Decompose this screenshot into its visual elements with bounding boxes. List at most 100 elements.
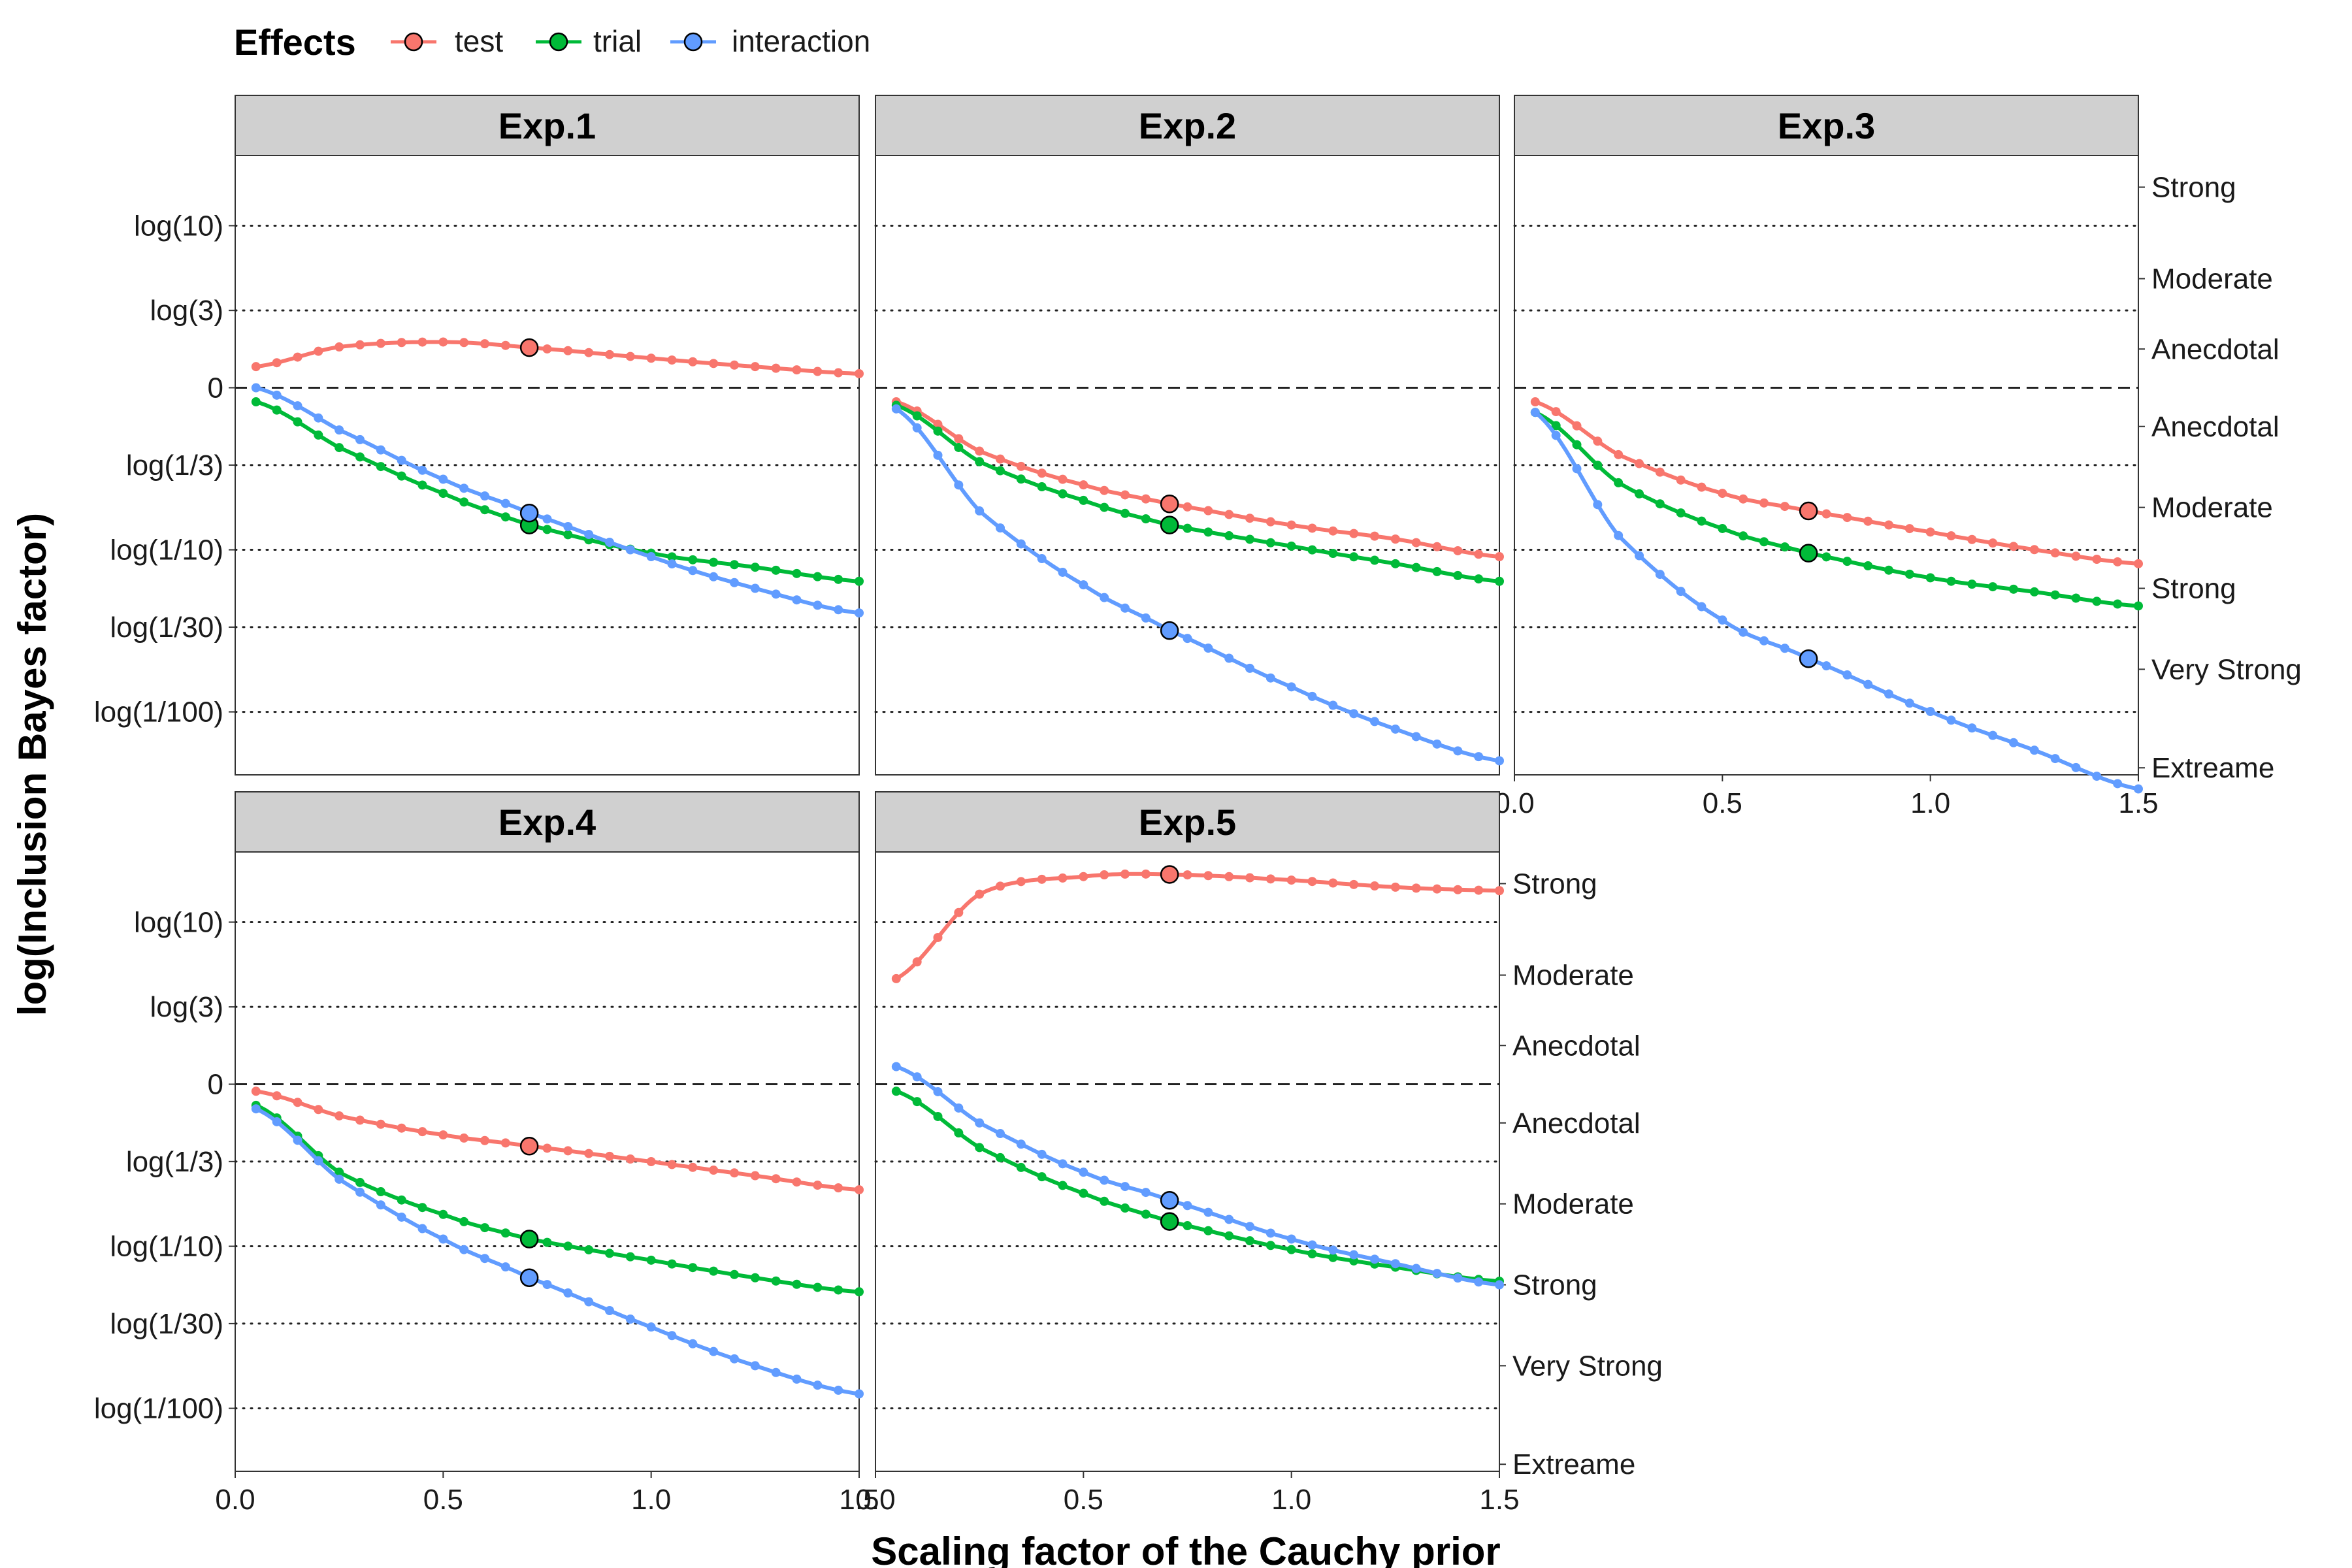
y-axis-title: log(Inclusion Bayes factor) [10, 513, 54, 1016]
series-point-test [750, 1171, 760, 1181]
series-point-test [855, 368, 864, 378]
series-point-test [500, 1138, 510, 1148]
series-point-trial [1120, 1203, 1130, 1213]
series-point-interaction [1411, 1264, 1421, 1273]
series-point-test [1079, 480, 1088, 490]
series-point-interaction [709, 572, 719, 581]
series-point-interaction [2071, 762, 2081, 772]
series-point-interaction [1349, 1250, 1359, 1260]
series-point-test [1780, 502, 1789, 512]
series-interaction [891, 1062, 1504, 1290]
y-tick-label: log(1/100) [94, 1393, 223, 1425]
series-point-trial [563, 530, 573, 540]
y-tick-label: log(1/10) [110, 534, 223, 566]
series-point-interaction [563, 521, 573, 531]
series-point-interaction [1676, 587, 1686, 596]
panel-exp-1: Exp.1 log(10) log(3) 0 log(1/3) log(1/10) log(… [94, 95, 864, 776]
series-point-trial [1016, 1162, 1026, 1172]
evidence-label: Moderate [2151, 492, 2273, 524]
series-point-test [813, 1181, 823, 1190]
series-point-trial [688, 555, 698, 564]
series-point-trial [1925, 573, 1935, 583]
highlight-point-test [519, 338, 539, 357]
x-tick-label: 1.0 [1910, 787, 1950, 819]
series-point-trial [730, 560, 739, 570]
series-point-interaction [584, 1297, 594, 1307]
series-point-test [1432, 542, 1442, 551]
series-point-interaction [1495, 1280, 1504, 1290]
series-point-interaction [1307, 691, 1317, 701]
series-point-interaction [1551, 431, 1561, 440]
facet-strip [235, 95, 860, 156]
series-point-trial [1079, 495, 1088, 505]
evidence-label: Strong [2151, 171, 2236, 203]
series-point-trial [480, 505, 489, 515]
series-test [251, 337, 864, 378]
y-tick-label: log(1/10) [110, 1231, 223, 1263]
series-point-interaction [1474, 1277, 1484, 1287]
series-point-test [1821, 509, 1831, 519]
series-trial [251, 1100, 864, 1297]
evidence-label: Strong [1512, 1269, 1597, 1301]
series-point-trial [1593, 461, 1603, 470]
series-point-trial [542, 1237, 552, 1247]
series-point-trial [1286, 1245, 1296, 1254]
series-point-interaction [1370, 717, 1379, 727]
series-point-trial [2071, 593, 2081, 603]
x-tick-label: 0.5 [1064, 1484, 1103, 1516]
series-point-interaction [1967, 723, 1977, 733]
series-point-test [2050, 548, 2060, 558]
series-point-interaction [417, 465, 427, 475]
series-point-interaction [1474, 752, 1484, 762]
series-point-test [709, 359, 719, 368]
series-point-test [1016, 461, 1026, 471]
series-point-test [1058, 474, 1068, 484]
series-point-test [1141, 869, 1151, 879]
evidence-label: Strong [1512, 868, 1597, 900]
series-point-test [688, 357, 698, 367]
series-point-interaction [438, 474, 448, 484]
series-point-interaction [1925, 707, 1935, 717]
series-point-test [1058, 873, 1068, 883]
panel-exp-3: Exp.3 Strong Moderate Anecdotal Anecdotal Mod… [1494, 95, 2302, 819]
series-point-test [1946, 531, 1956, 541]
series-point-test [667, 355, 677, 365]
series-point-test [1697, 482, 1707, 492]
series-point-trial [563, 1241, 573, 1251]
series-point-test [417, 1127, 427, 1137]
series-point-trial [417, 480, 427, 490]
highlight-point-test [1799, 501, 1818, 521]
series-point-interaction [1655, 570, 1665, 580]
series-point-test [855, 1185, 864, 1195]
series-point-interaction [397, 1212, 406, 1222]
series-point-interaction [417, 1224, 427, 1233]
legend-label-interaction: interaction [732, 24, 870, 58]
series-point-trial [1224, 1231, 1234, 1241]
series-point-trial [1432, 566, 1442, 576]
series-point-trial [1349, 552, 1359, 562]
series-point-trial [1572, 440, 1582, 449]
series-point-interaction [376, 1200, 385, 1210]
series-point-trial [1037, 1172, 1047, 1182]
series-point-test [646, 1157, 656, 1166]
series-point-test [1203, 871, 1213, 881]
series-point-interaction [954, 1103, 964, 1113]
evidence-label: Moderate [2151, 263, 2273, 295]
legend-entry-test: test [391, 24, 503, 58]
series-point-test [813, 367, 823, 376]
facet-strip-label: Exp.1 [498, 105, 596, 146]
series-point-interaction [355, 1187, 365, 1197]
series-point-interaction [335, 425, 344, 435]
series-point-test [2009, 542, 2018, 551]
series-point-trial [667, 1259, 677, 1269]
series-point-interaction [667, 559, 677, 569]
series-point-interaction [954, 480, 964, 490]
series-point-trial [1967, 580, 1977, 589]
series-point-test [1245, 873, 1254, 883]
series-point-test [397, 338, 406, 348]
facet-strip-label: Exp.5 [1139, 802, 1236, 843]
series-point-trial [1821, 552, 1831, 562]
series-point-trial [2113, 599, 2123, 609]
series-point-test [376, 1119, 385, 1129]
series-point-interaction [605, 538, 614, 547]
